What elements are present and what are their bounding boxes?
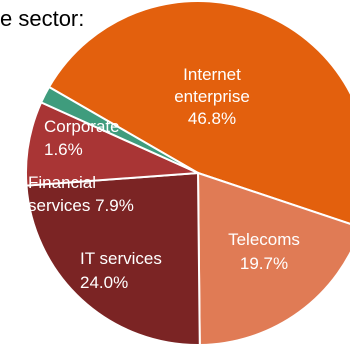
pie-slice-corporate (39, 85, 199, 174)
chart-caption: e sector: (0, 6, 85, 31)
data-label-it-services: IT services 24.0% (80, 249, 162, 292)
data-label-internet-enterprise: Internet enterprise 46.8% (174, 65, 250, 128)
pie-slice-internet-enterprise (47, 0, 350, 225)
pie-slice-it-services (25, 171, 201, 346)
pie-slice-telecoms (196, 171, 350, 347)
data-label-telecoms: Telecoms 19.7% (228, 230, 300, 273)
data-label-corporate: Corporate 1.6% (44, 117, 120, 159)
data-label-financial-services: Financial services 7.9% (28, 173, 134, 215)
